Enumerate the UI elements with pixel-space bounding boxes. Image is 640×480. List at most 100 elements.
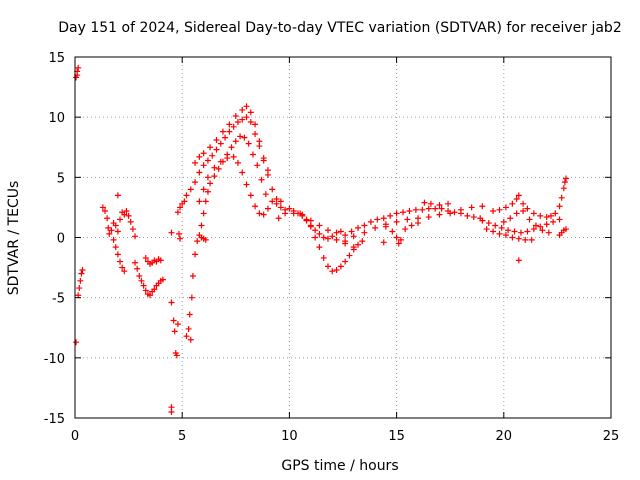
data-point <box>192 251 199 258</box>
axis-ticks: 0 5 10 15 20 25 -15 -10 -5 0 5 10 15 <box>44 51 620 444</box>
data-point <box>447 210 454 217</box>
data-point <box>526 216 533 223</box>
data-point <box>269 198 276 205</box>
data-point <box>224 155 231 162</box>
data-point <box>217 158 224 165</box>
data-point <box>228 144 235 151</box>
data-point <box>121 268 128 275</box>
data-point <box>140 282 147 289</box>
data-point <box>213 137 220 144</box>
data-point <box>550 218 557 225</box>
data-point <box>312 234 319 241</box>
data-point <box>509 200 516 207</box>
data-point <box>402 226 409 233</box>
data-point <box>346 252 353 259</box>
data-point <box>157 257 164 264</box>
data-point <box>138 277 145 284</box>
data-point <box>286 205 293 212</box>
data-point <box>125 212 132 219</box>
data-point <box>425 214 432 221</box>
data-point <box>425 205 432 212</box>
data-point <box>393 218 400 225</box>
data-point <box>234 118 241 125</box>
data-point <box>372 224 379 231</box>
data-point <box>174 321 181 328</box>
data-point <box>112 222 119 229</box>
data-point <box>530 210 537 217</box>
data-point <box>171 328 178 335</box>
data-point <box>245 140 252 147</box>
data-point <box>243 114 250 121</box>
data-point <box>234 159 241 166</box>
data-point <box>232 138 239 145</box>
data-point <box>562 226 569 233</box>
data-point <box>515 235 522 242</box>
data-point <box>129 226 136 233</box>
data-point <box>361 229 368 236</box>
x-tick-label: 15 <box>388 429 405 444</box>
data-point <box>196 169 203 176</box>
series-dip-3to4 <box>132 254 166 299</box>
data-point <box>374 216 381 223</box>
y-tick-label: -5 <box>52 292 65 307</box>
data-point <box>520 200 527 207</box>
data-point <box>192 179 199 186</box>
data-point <box>515 257 522 264</box>
data-point <box>252 121 259 128</box>
data-point <box>121 211 128 218</box>
y-axis-label: SDTVAR / TECUs <box>6 181 22 296</box>
data-point <box>522 236 529 243</box>
data-point <box>211 173 218 180</box>
data-point <box>492 222 499 229</box>
data-point <box>142 287 149 294</box>
y-tick-label: 15 <box>48 51 65 66</box>
data-point <box>106 230 113 237</box>
data-point <box>393 234 400 241</box>
data-point <box>438 205 445 212</box>
data-point <box>530 226 537 233</box>
data-point <box>226 121 233 128</box>
data-point <box>303 216 310 223</box>
data-point <box>123 208 130 215</box>
data-point <box>380 215 387 222</box>
data-point <box>192 159 199 166</box>
data-point <box>151 286 158 293</box>
data-point <box>556 216 563 223</box>
data-point <box>73 339 80 346</box>
data-point <box>232 112 239 119</box>
data-point <box>556 203 563 210</box>
data-point <box>196 198 203 205</box>
data-point <box>282 210 289 217</box>
series-deep-dip-4to6 <box>168 198 209 415</box>
data-point <box>114 192 121 199</box>
data-point <box>479 217 486 224</box>
data-point <box>277 204 284 211</box>
data-point <box>202 236 209 243</box>
data-point <box>387 212 394 219</box>
data-point <box>249 151 256 158</box>
y-tick-label: 0 <box>57 232 65 247</box>
x-tick-label: 25 <box>603 429 620 444</box>
data-point <box>222 134 229 141</box>
data-point <box>173 352 180 359</box>
data-point <box>127 218 134 225</box>
data-point <box>200 162 207 169</box>
data-point <box>202 198 209 205</box>
data-point <box>147 292 154 299</box>
series-cluster-1to2 <box>99 192 139 275</box>
data-point <box>355 241 362 248</box>
data-point <box>524 205 531 212</box>
data-point <box>562 175 569 182</box>
data-point <box>204 174 211 181</box>
data-point <box>219 128 226 135</box>
data-point <box>324 263 331 270</box>
y-tick-label: -10 <box>44 352 65 367</box>
data-point <box>188 294 195 301</box>
data-point <box>273 200 280 207</box>
data-point <box>177 204 184 211</box>
data-point <box>78 270 85 277</box>
data-point <box>432 205 439 212</box>
data-point <box>520 208 527 215</box>
data-point <box>393 210 400 217</box>
